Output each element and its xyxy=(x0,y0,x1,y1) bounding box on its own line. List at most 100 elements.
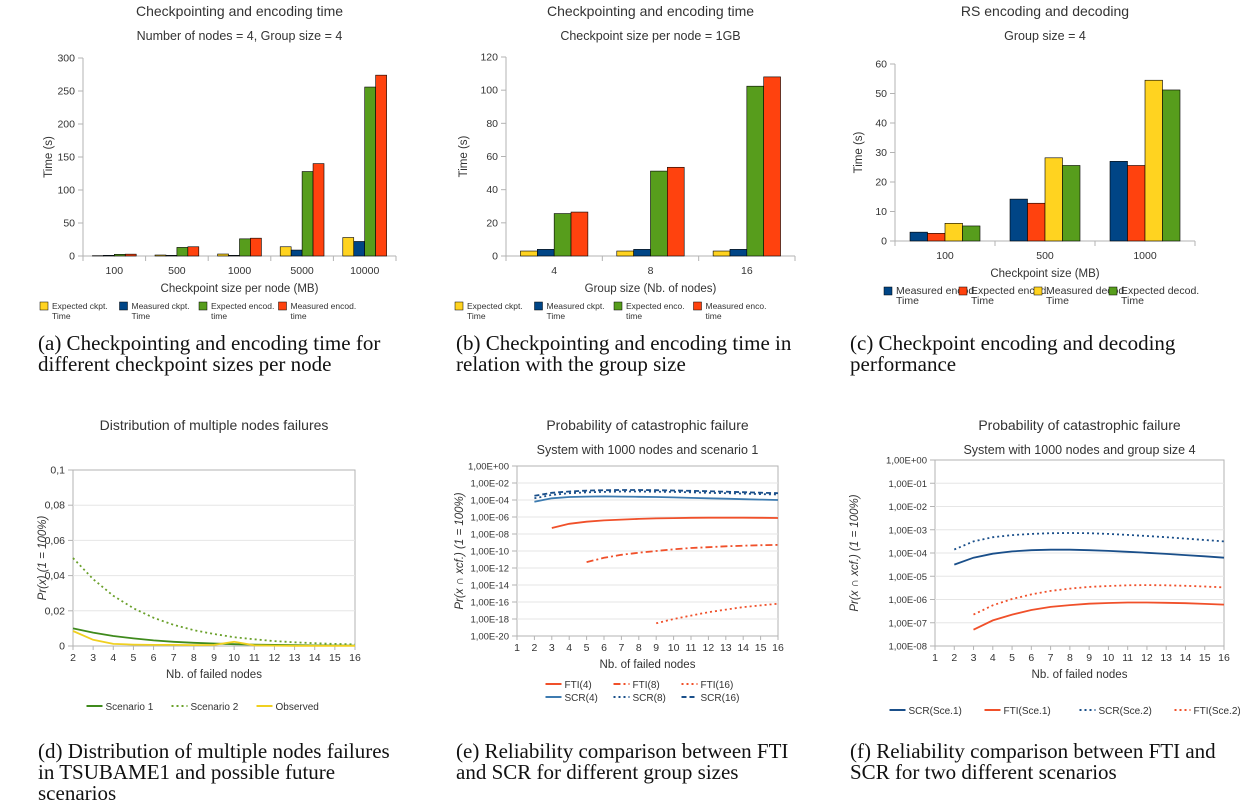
chart-a-bar xyxy=(353,241,365,257)
chart-b-legend-label: Measured enco. xyxy=(706,301,767,311)
chart-f-title: Probability of catastrophic failure xyxy=(978,417,1181,433)
chart-d-series-line xyxy=(72,630,355,647)
chart-f-x-tick-label: 12 xyxy=(1141,652,1153,664)
chart-e-series-line xyxy=(534,495,779,503)
chart-e-legend-label: FTI(16) xyxy=(701,680,734,691)
chart-e-legend-label: SCR(8) xyxy=(633,693,666,704)
chart-e-y-tick-label: 1,00E-02 xyxy=(470,479,509,490)
chart-f-y-tick-label: 1,00E-05 xyxy=(888,572,927,583)
chart-a-bar xyxy=(165,255,178,257)
chart-c-y-tick-label: 10 xyxy=(875,206,887,218)
caption-b: (b) Checkpointing and encoding time in r… xyxy=(456,331,792,376)
chart-f-legend-label: FTI(Sce.1) xyxy=(1004,706,1051,717)
chart-c-y-label: Time (s) xyxy=(853,131,865,173)
chart-c-title: RS encoding and decoding xyxy=(961,3,1129,19)
chart-c-y-tick-label: 0 xyxy=(881,236,887,248)
chart-e-x-tick-label: 2 xyxy=(531,642,537,654)
chart-f-y-tick-label: 1,00E-01 xyxy=(888,479,927,490)
chart-a-x-tick-label: 5000 xyxy=(290,265,314,277)
chart-b-x-tick-label: 4 xyxy=(551,265,557,277)
chart-d-y-tick-label: 0,06 xyxy=(45,535,66,547)
chart-c-legend-label: Measured decod. xyxy=(1046,285,1127,297)
chart-a-legend-label: Time xyxy=(52,311,71,321)
chart-a-x-tick-label: 10000 xyxy=(350,265,379,277)
chart-c-bar xyxy=(944,223,963,242)
chart-f-y-tick-label: 1,00E-06 xyxy=(888,595,927,606)
chart-c-bar xyxy=(927,233,946,242)
chart-b-legend-swatch xyxy=(613,301,623,311)
chart-c-panel: RS encoding and decoding Group size = 4 0 1… xyxy=(850,0,1240,325)
chart-f-series-line xyxy=(953,548,1225,566)
chart-a-x-tick-label: 500 xyxy=(168,265,186,277)
chart-f-x-tick-label: 15 xyxy=(1199,652,1211,664)
chart-a-legend-label: Expected encod. xyxy=(211,301,274,311)
chart-a-y-tick-label: 0 xyxy=(69,251,75,263)
chart-b-bar xyxy=(763,76,781,257)
chart-a-legend-label: Time xyxy=(132,311,151,321)
chart-b-legend-label: Measured ckpt. xyxy=(547,301,605,311)
chart-a-legend-label: Expected ckpt. xyxy=(52,301,108,311)
chart-e-y-tick-label: 1,00E-10 xyxy=(470,547,509,558)
chart-b-bar xyxy=(633,249,651,257)
chart-c-legend-label: Time xyxy=(971,295,994,307)
chart-d-y-tick-label: 0 xyxy=(59,641,65,653)
chart-d-legend-label: Scenario 1 xyxy=(106,702,154,713)
chart-b-legend-swatch xyxy=(454,301,464,311)
chart-b-bar xyxy=(712,250,731,257)
chart-b-bar xyxy=(520,250,538,257)
chart-b-legend-label: Expected ckpt. xyxy=(467,301,523,311)
chart-d-x-tick-label: 16 xyxy=(349,652,361,664)
chart-a-y-label: Time (s) xyxy=(43,136,55,178)
chart-f-x-tick-label: 8 xyxy=(1067,652,1073,664)
chart-d-x-tick-label: 9 xyxy=(211,652,217,664)
chart-e-title: Probability of catastrophic failure xyxy=(546,417,749,433)
chart-c-bar xyxy=(1109,161,1128,242)
chart-a-legend-swatch xyxy=(39,301,49,311)
chart-b-bar xyxy=(667,166,685,257)
chart-a-y-tick-label: 200 xyxy=(57,119,75,131)
chart-b-bar xyxy=(553,213,572,257)
chart-b-legend-label: time xyxy=(626,311,642,321)
chart-d-y-tick-label: 0,02 xyxy=(45,605,66,617)
chart-a-title: Checkpointing and encoding time xyxy=(136,3,343,19)
chart-e-y-label: Pr(x ∩ xcf.) (1 = 100%) xyxy=(454,492,466,609)
chart-c-x-tick-label: 500 xyxy=(1036,250,1054,262)
chart-b-bar xyxy=(650,170,668,257)
chart-f-x-tick-label: 11 xyxy=(1122,652,1133,664)
chart-f-y-tick-label: 1,00E-04 xyxy=(888,549,927,560)
chart-f-x-tick-label: 7 xyxy=(1048,652,1054,664)
chart-a-legend-label: Measured ckpt. xyxy=(132,301,190,311)
chart-d-panel: Distribution of multiple nodes failures 0… xyxy=(37,408,410,728)
chart-c-bar xyxy=(962,225,981,242)
caption-e: (e) Reliability comparison between FTI a… xyxy=(456,739,789,784)
chart-a-bar xyxy=(239,238,251,257)
chart-c-subtitle: Group size = 4 xyxy=(1004,29,1086,43)
chart-e-x-tick-label: 11 xyxy=(686,642,697,654)
chart-f-x-tick-label: 9 xyxy=(1086,652,1092,664)
chart-b-bar xyxy=(570,211,589,257)
chart-d-y-tick-label: 0,1 xyxy=(50,465,65,477)
chart-a-legend-label: time xyxy=(211,311,227,321)
chart-a-bar xyxy=(103,255,115,257)
caption-c: (c) Checkpoint encoding and decoding per… xyxy=(850,331,1176,376)
chart-d-legend-label: Observed xyxy=(276,702,319,713)
chart-c-legend-swatch xyxy=(1108,286,1118,296)
chart-d-x-tick-label: 15 xyxy=(329,652,341,664)
chart-d-x-tick-label: 13 xyxy=(289,652,301,664)
chart-e-x-tick-label: 6 xyxy=(601,642,607,654)
chart-a-bar xyxy=(228,255,240,257)
chart-f-y-tick-label: 1,00E+00 xyxy=(886,456,927,467)
chart-c-legend-label: Time xyxy=(1121,295,1144,307)
chart-f-x-tick-label: 3 xyxy=(971,652,977,664)
chart-f-x-tick-label: 14 xyxy=(1180,652,1192,664)
chart-a-x-label: Checkpoint size per node (MB) xyxy=(161,283,319,295)
chart-e-x-tick-label: 1 xyxy=(514,642,520,654)
chart-e-x-tick-label: 16 xyxy=(772,642,784,654)
chart-f-x-tick-label: 13 xyxy=(1160,652,1172,664)
chart-e-y-tick-label: 1,00E-08 xyxy=(470,530,509,541)
chart-e-legend-label: SCR(16) xyxy=(701,693,740,704)
chart-a-subtitle: Number of nodes = 4, Group size = 4 xyxy=(137,29,343,43)
chart-d-x-tick-label: 14 xyxy=(309,652,321,664)
chart-e-x-tick-label: 3 xyxy=(549,642,555,654)
chart-a-bar xyxy=(375,74,387,257)
